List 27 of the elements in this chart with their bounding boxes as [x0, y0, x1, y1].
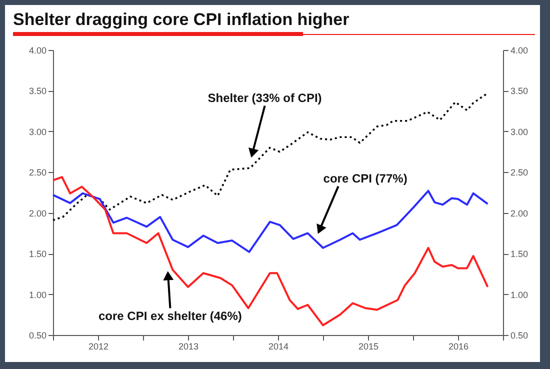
y-tick-label: 3.50: [28, 86, 46, 96]
x-tick-label: 2016: [448, 342, 469, 352]
x-tick-label: 2013: [178, 342, 199, 352]
x-tick-label: 2014: [268, 342, 289, 352]
annotation: core CPI ex shelter (46%): [98, 309, 242, 324]
y2-tick-label: 3.00: [510, 126, 528, 137]
y-tick-label: 1.00: [28, 290, 46, 300]
y-tick-label: 2.00: [28, 208, 46, 218]
y2-tick-label: 1.50: [510, 249, 528, 260]
chart-title: Shelter dragging core CPI inflation higher: [13, 10, 350, 29]
y2-tick-label: 2.50: [510, 168, 528, 178]
line-series: [52, 92, 489, 222]
annotation: Shelter (33% of CPI): [208, 90, 322, 105]
y-tick-label: 4.00: [28, 46, 46, 56]
y-tick-label: 1.50: [28, 249, 46, 260]
y2-tick-label: 0.50: [510, 330, 528, 340]
line-series: [52, 190, 489, 253]
y-tick-label: 3.00: [28, 126, 46, 137]
annotation: core CPI (77%): [323, 171, 408, 186]
y-tick-label: 2.50: [28, 168, 46, 178]
x-tick-label: 2012: [88, 342, 109, 352]
y2-tick-label: 4.00: [510, 46, 528, 56]
y2-tick-label: 3.50: [510, 86, 528, 96]
y2-tick-label: 2.00: [510, 208, 528, 218]
y2-tick-label: 1.00: [510, 290, 528, 300]
x-tick-label: 2015: [358, 342, 379, 352]
y-tick-label: 0.50: [28, 330, 46, 340]
